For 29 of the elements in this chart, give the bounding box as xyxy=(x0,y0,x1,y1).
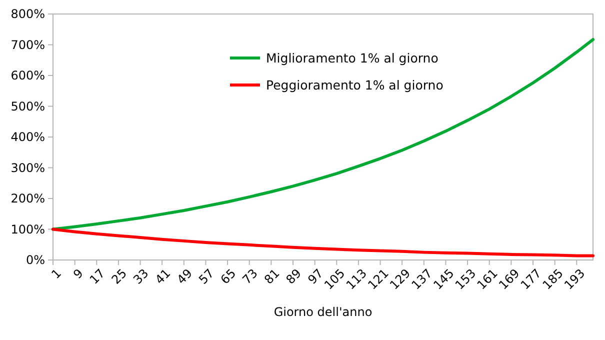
y-tick-label: 400% xyxy=(10,130,45,144)
x-tick-label: 1 xyxy=(48,266,64,282)
y-tick-label: 800% xyxy=(10,7,45,22)
x-tick-label: 9 xyxy=(70,266,86,282)
legend-label: Miglioramento 1% al giorno xyxy=(266,50,438,66)
line-series xyxy=(52,228,594,258)
x-tick-label: 161 xyxy=(474,266,500,292)
y-tick-label: 500% xyxy=(10,99,45,114)
x-tick-label: 17 xyxy=(86,266,108,287)
x-tick-label: 97 xyxy=(305,266,326,287)
x-tick-label: 57 xyxy=(196,266,217,287)
y-tick-label: 600% xyxy=(10,68,45,83)
x-tick-label: 65 xyxy=(218,266,239,287)
x-tick-label: 89 xyxy=(283,266,304,287)
y-tick-label: 300% xyxy=(10,160,45,175)
y-tick-label: 700% xyxy=(10,38,45,52)
x-axis-title: Giorno dell'anno xyxy=(274,305,372,319)
y-tick-label: 200% xyxy=(10,192,45,206)
y-tick-label: 0% xyxy=(26,253,45,268)
x-tick-label: 33 xyxy=(130,266,152,287)
x-tick-label: 49 xyxy=(174,266,195,287)
x-tick-label: 121 xyxy=(365,266,392,292)
x-tick-label: 25 xyxy=(108,266,130,287)
x-tick-label: 73 xyxy=(240,266,260,287)
line-series xyxy=(52,38,594,231)
y-tick-label: 100% xyxy=(10,222,45,236)
legend-label: Peggioramento 1% al giorno xyxy=(266,77,444,92)
x-tick-label: 81 xyxy=(262,266,282,287)
x-tick-label: 41 xyxy=(152,266,174,287)
